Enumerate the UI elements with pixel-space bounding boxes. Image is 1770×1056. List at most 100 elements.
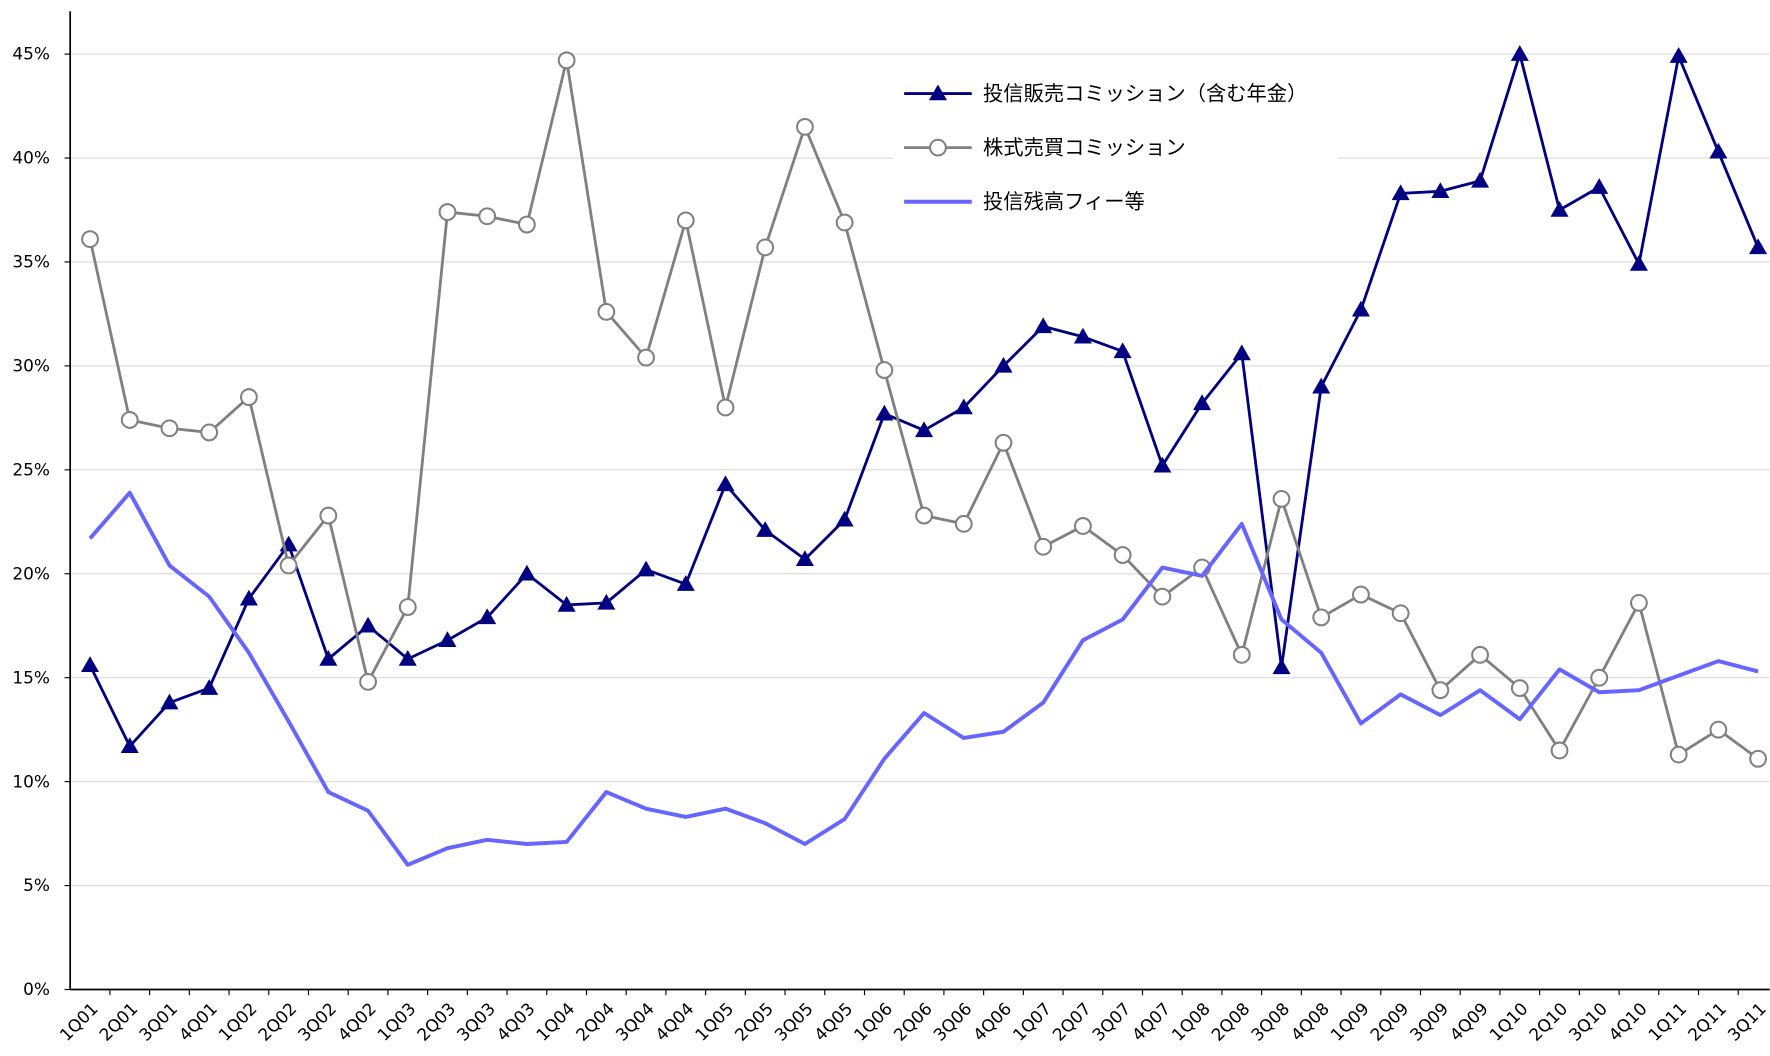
x-tick-label: 1Q06 <box>850 998 896 1044</box>
x-tick-label: 4Q05 <box>810 998 856 1044</box>
data-point <box>557 595 576 612</box>
x-tick-label: 4Q04 <box>651 998 697 1044</box>
x-tick-label: 3Q04 <box>612 998 658 1044</box>
data-point <box>1073 327 1092 344</box>
x-tick-label: 2Q05 <box>731 998 777 1044</box>
data-point <box>438 203 457 221</box>
x-tick-label: 2Q01 <box>95 998 141 1044</box>
x-tick-label: 2Q06 <box>890 998 936 1044</box>
x-tick-label: 2Q04 <box>572 998 618 1044</box>
data-point <box>1312 377 1331 394</box>
data-point <box>676 211 695 230</box>
x-tick-label: 2Q10 <box>1525 998 1571 1044</box>
data-point <box>915 421 934 438</box>
data-point <box>637 348 655 367</box>
x-tick-label: 3Q07 <box>1088 998 1134 1044</box>
y-tick-label: 25% <box>12 459 50 479</box>
data-point <box>120 737 139 754</box>
x-tick-label: 2Q03 <box>413 998 459 1044</box>
x-tick-label: 1Q04 <box>532 998 578 1044</box>
data-point <box>478 207 497 226</box>
legend-label: 株式売買コミッション <box>983 135 1186 159</box>
data-point <box>557 51 576 70</box>
data-point <box>1113 546 1132 564</box>
data-point <box>875 361 894 379</box>
x-tick-label: 3Q05 <box>770 998 816 1044</box>
x-tick-label: 3Q01 <box>135 998 181 1044</box>
data-point <box>756 521 775 537</box>
data-point <box>239 388 258 406</box>
x-tick-label: 4Q10 <box>1604 998 1650 1044</box>
data-point <box>319 506 338 525</box>
x-tick-label: 3Q11 <box>1724 998 1770 1044</box>
y-tick-label: 0% <box>23 979 50 999</box>
legend-marker <box>929 138 947 157</box>
legend-box <box>892 61 1339 237</box>
data-point <box>1669 745 1688 764</box>
data-point <box>1153 587 1172 606</box>
y-tick-label: 35% <box>12 252 50 272</box>
data-point <box>1590 178 1609 194</box>
x-tick-label: 1Q09 <box>1326 998 1372 1044</box>
y-tick-label: 10% <box>12 771 50 791</box>
data-point <box>994 356 1013 373</box>
x-tick-label: 3Q02 <box>294 998 340 1044</box>
data-point <box>200 679 219 695</box>
legend-marker <box>928 84 947 101</box>
x-tick-label: 1Q05 <box>691 998 737 1044</box>
data-point <box>438 631 457 648</box>
data-point <box>716 398 735 417</box>
data-point <box>1074 517 1092 535</box>
data-point <box>1629 255 1648 271</box>
data-point <box>915 506 933 525</box>
data-point <box>954 514 973 533</box>
data-point <box>1749 238 1768 255</box>
data-point <box>875 404 894 421</box>
data-point <box>517 564 536 581</box>
legend-label: 投信残高フィー等 <box>983 189 1145 213</box>
x-tick-label: 3Q03 <box>453 998 499 1044</box>
x-tick-label: 1Q02 <box>214 998 260 1044</box>
data-point <box>81 230 99 249</box>
data-point <box>120 411 139 429</box>
data-point <box>994 433 1013 452</box>
x-tick-label: 2Q02 <box>254 998 300 1044</box>
data-point <box>637 560 656 577</box>
data-point <box>1431 182 1450 199</box>
x-tick-label: 1Q07 <box>1009 998 1055 1044</box>
data-point <box>1471 171 1490 188</box>
x-tick-label: 2Q08 <box>1207 998 1253 1044</box>
data-point <box>279 556 298 575</box>
data-point <box>1193 394 1212 411</box>
data-point <box>1113 342 1132 359</box>
data-point <box>1669 47 1688 63</box>
data-point <box>160 693 179 710</box>
data-point <box>239 589 258 606</box>
y-tick-label: 30% <box>12 356 50 376</box>
data-point <box>716 475 735 492</box>
y-tick-label: 5% <box>23 875 50 895</box>
x-tick-label: 1Q01 <box>56 998 102 1044</box>
data-point <box>796 117 814 136</box>
data-point <box>1630 593 1648 612</box>
data-point <box>1391 604 1410 623</box>
x-tick-label: 4Q07 <box>1128 998 1174 1044</box>
data-point <box>1590 668 1609 687</box>
x-tick-label: 4Q01 <box>175 998 221 1044</box>
x-tick-label: 1Q11 <box>1644 998 1690 1044</box>
data-point <box>835 213 854 232</box>
x-tick-label: 4Q09 <box>1446 998 1492 1044</box>
data-point <box>1352 585 1370 604</box>
x-tick-label: 2Q11 <box>1684 998 1730 1044</box>
data-point <box>1709 142 1728 159</box>
x-tick-label: 3Q08 <box>1247 998 1293 1044</box>
data-point <box>597 302 616 321</box>
y-tick-label: 45% <box>12 44 50 64</box>
data-point <box>1550 741 1569 760</box>
x-tick-label: 3Q10 <box>1565 998 1611 1044</box>
data-point <box>1351 300 1370 317</box>
data-point <box>1510 679 1529 698</box>
x-tick-label: 1Q08 <box>1168 998 1214 1044</box>
x-tick-label: 2Q09 <box>1366 998 1412 1044</box>
